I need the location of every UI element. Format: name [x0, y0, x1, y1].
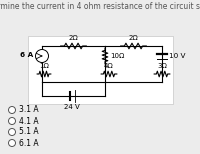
- Circle shape: [8, 118, 16, 124]
- Text: 10Ω: 10Ω: [110, 53, 124, 59]
- Text: 5.1 A: 5.1 A: [19, 128, 39, 136]
- Text: 1Ω: 1Ω: [39, 63, 49, 69]
- Text: 6 A: 6 A: [20, 52, 33, 58]
- Text: 4.1 A: 4.1 A: [19, 116, 39, 126]
- Circle shape: [8, 140, 16, 146]
- FancyBboxPatch shape: [28, 36, 173, 104]
- Text: 10 V: 10 V: [169, 53, 186, 59]
- Text: 24 V: 24 V: [64, 104, 79, 110]
- Text: 6.1 A: 6.1 A: [19, 138, 39, 148]
- Circle shape: [36, 49, 48, 63]
- Text: 2Ω: 2Ω: [129, 34, 138, 41]
- Circle shape: [8, 128, 16, 136]
- Text: 3Ω: 3Ω: [157, 63, 167, 69]
- Circle shape: [8, 107, 16, 113]
- Text: Determine the current in 4 ohm resistance of the circuit shown: Determine the current in 4 ohm resistanc…: [0, 2, 200, 11]
- Text: 2Ω: 2Ω: [69, 34, 78, 41]
- Text: 4Ω: 4Ω: [104, 63, 114, 69]
- Text: 3.1 A: 3.1 A: [19, 105, 39, 115]
